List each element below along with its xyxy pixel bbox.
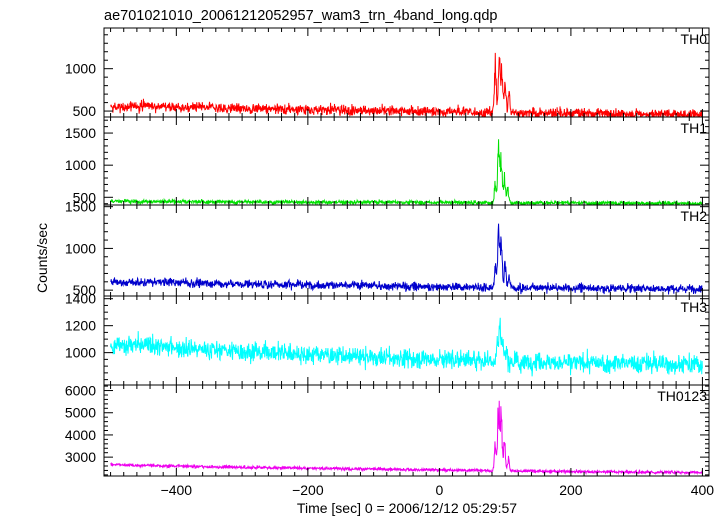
series-label-th3: TH3 (681, 299, 708, 315)
x-tick-label: 0 (435, 482, 443, 498)
y-tick-label: 1200 (65, 318, 96, 334)
panel-frame (103, 295, 710, 386)
y-axis-label: Counts/sec (34, 223, 50, 293)
series-line-th0123 (110, 400, 703, 476)
x-tick-label: −400 (161, 482, 193, 498)
x-tick-label: 400 (691, 482, 715, 498)
panel-frame (103, 27, 710, 118)
series-label-th0: TH0 (681, 31, 708, 47)
series-line-th2 (110, 223, 703, 295)
chart-title: ae701021010_20061212052957_wam3_trn_4ban… (104, 8, 497, 24)
y-tick-label: 1500 (65, 125, 96, 141)
y-tick-label: 500 (73, 189, 97, 205)
x-axis-label: Time [sec] 0 = 2006/12/12 05:29:57 (297, 500, 517, 516)
panel-frame (103, 384, 710, 477)
panel-th0: 500 1000 TH0 (65, 27, 710, 119)
y-tick-label: 500 (73, 103, 97, 119)
y-tick-label: 1000 (65, 345, 96, 361)
panel-th3: 1000 1200 1400 TH3 (65, 291, 710, 386)
y-tick-label: 3000 (65, 449, 96, 465)
panel-th2: 500 1000 1500 TH2 (65, 199, 710, 298)
y-tick-label: 1000 (65, 61, 96, 77)
series-line-th1 (110, 139, 703, 205)
y-tick-label: 500 (73, 282, 97, 298)
x-tick-label: 200 (559, 482, 583, 498)
y-tick-label: 1000 (65, 240, 96, 256)
y-tick-label: 1500 (65, 199, 96, 215)
y-tick-label: 1400 (65, 291, 96, 307)
x-tick-label: −200 (292, 482, 324, 498)
series-label-th0123: TH0123 (657, 388, 707, 404)
panel-th1: 500 1000 1500 TH1 (65, 116, 710, 206)
panel-frame (103, 116, 710, 206)
y-tick-label: 1000 (65, 157, 96, 173)
series-label-th2: TH2 (681, 208, 708, 224)
y-tick-label: 4000 (65, 427, 96, 443)
series-line-th3 (110, 317, 703, 377)
y-tick-label: 6000 (65, 383, 96, 399)
series-label-th1: TH1 (681, 120, 708, 136)
series-line-th0 (110, 52, 703, 117)
panel-frame (103, 204, 710, 297)
panels: 500 1000 TH0 500 1000 1500 TH1 500 1000 1500 TH2 10… (65, 27, 715, 498)
panel-th0123: 3000 4000 5000 6000 TH0123 (65, 383, 710, 477)
y-tick-label: 5000 (65, 405, 96, 421)
